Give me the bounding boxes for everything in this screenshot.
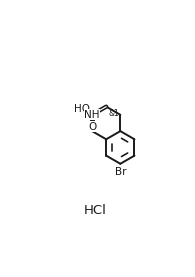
Text: NH: NH	[84, 110, 100, 120]
Polygon shape	[91, 107, 106, 116]
Text: HCl: HCl	[84, 204, 107, 217]
Text: O: O	[88, 122, 96, 132]
Text: &1: &1	[109, 109, 120, 118]
Text: HO: HO	[74, 104, 90, 114]
Text: Br: Br	[115, 167, 126, 177]
